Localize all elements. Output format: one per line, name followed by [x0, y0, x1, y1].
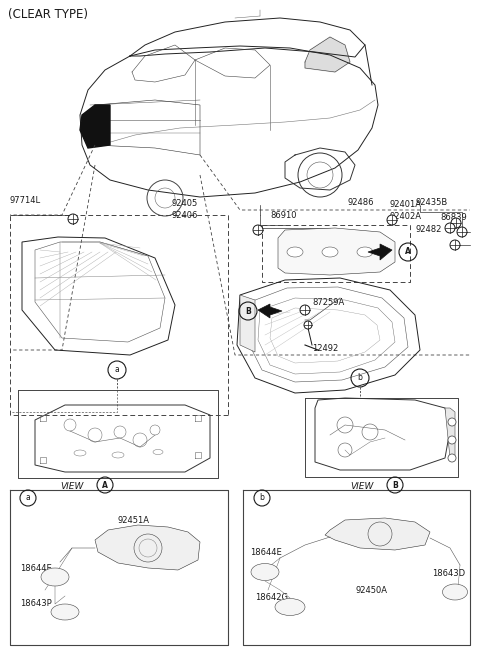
Polygon shape [95, 525, 200, 570]
Ellipse shape [275, 599, 305, 616]
Circle shape [450, 240, 460, 250]
Ellipse shape [357, 247, 373, 257]
Circle shape [448, 454, 456, 462]
Text: 92402A: 92402A [390, 212, 422, 221]
Text: 87259A: 87259A [312, 298, 344, 307]
Polygon shape [445, 408, 455, 458]
Ellipse shape [287, 247, 303, 257]
Circle shape [448, 418, 456, 426]
Text: 18643P: 18643P [20, 599, 52, 608]
Polygon shape [80, 105, 110, 148]
Text: VIEW: VIEW [60, 482, 84, 491]
Text: 18643D: 18643D [432, 569, 465, 578]
Text: B: B [245, 306, 251, 315]
Circle shape [451, 218, 461, 228]
Text: 86910: 86910 [270, 211, 297, 220]
Text: b: b [260, 494, 264, 503]
Text: 92405: 92405 [172, 199, 198, 208]
Circle shape [300, 305, 310, 315]
Circle shape [448, 436, 456, 444]
Polygon shape [368, 244, 392, 260]
Text: 92482: 92482 [415, 225, 442, 234]
Text: 92451A: 92451A [118, 516, 150, 525]
Polygon shape [325, 518, 430, 550]
Text: 92450A: 92450A [355, 586, 387, 595]
Ellipse shape [251, 564, 279, 581]
Text: 12492: 12492 [312, 344, 338, 353]
Text: 92406: 92406 [172, 211, 198, 220]
Text: (CLEAR TYPE): (CLEAR TYPE) [8, 8, 88, 21]
Polygon shape [305, 37, 350, 72]
Text: VIEW: VIEW [350, 482, 373, 491]
Text: 92435B: 92435B [415, 198, 447, 207]
Text: 86839: 86839 [440, 213, 467, 222]
Circle shape [68, 214, 78, 224]
Text: B: B [392, 481, 398, 490]
Circle shape [445, 223, 455, 233]
Polygon shape [258, 304, 282, 318]
Ellipse shape [41, 568, 69, 586]
Text: a: a [25, 494, 30, 503]
Circle shape [387, 215, 397, 225]
Text: 18642G: 18642G [255, 593, 288, 602]
Polygon shape [240, 295, 255, 352]
Text: 18644E: 18644E [250, 548, 282, 557]
Circle shape [457, 227, 467, 237]
Text: 97714L: 97714L [10, 196, 41, 205]
Circle shape [304, 321, 312, 329]
Text: 92486: 92486 [348, 198, 374, 207]
Text: a: a [115, 366, 120, 375]
Text: A: A [405, 247, 411, 257]
Polygon shape [278, 228, 395, 275]
Text: 18644E: 18644E [20, 564, 52, 573]
Text: A: A [102, 481, 108, 490]
Circle shape [253, 225, 263, 235]
Ellipse shape [51, 604, 79, 620]
Ellipse shape [443, 584, 468, 600]
Text: 92401A: 92401A [390, 200, 422, 209]
Text: b: b [358, 374, 362, 383]
Ellipse shape [322, 247, 338, 257]
